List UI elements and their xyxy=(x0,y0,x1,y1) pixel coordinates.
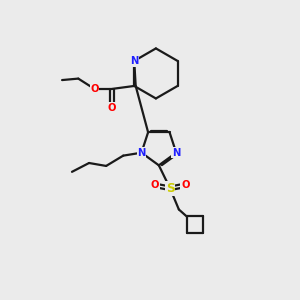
Text: O: O xyxy=(90,84,99,94)
Text: O: O xyxy=(181,180,190,190)
Text: O: O xyxy=(151,180,159,190)
Text: S: S xyxy=(166,182,174,195)
Text: N: N xyxy=(137,148,146,158)
Text: N: N xyxy=(130,56,138,66)
Text: N: N xyxy=(172,148,180,158)
Text: O: O xyxy=(108,103,116,113)
